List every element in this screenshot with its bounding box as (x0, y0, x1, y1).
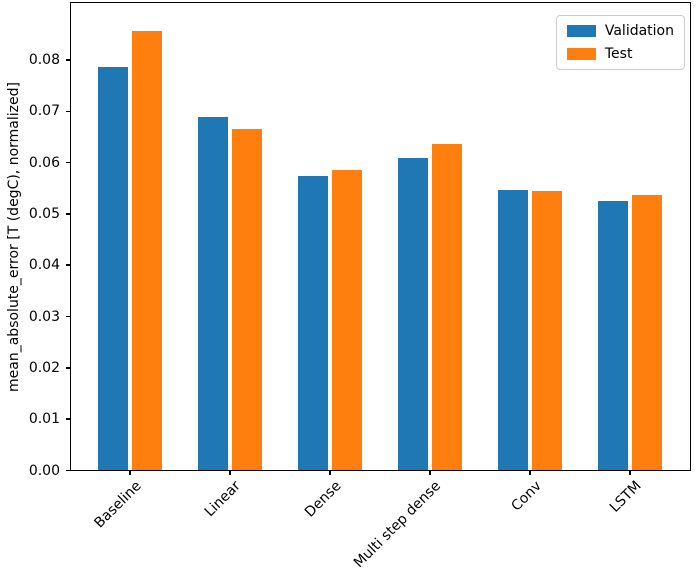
bar-test-dense (331, 170, 362, 470)
bar-validation-linear (197, 116, 228, 470)
x-tick-mark (129, 470, 131, 475)
bar-validation-dense (297, 175, 328, 470)
x-tick-mark (629, 470, 631, 475)
y-tick-label: 0.07 (28, 103, 60, 120)
y-tick-mark (66, 264, 70, 266)
bar-validation-lstm (597, 200, 628, 470)
bar-validation-multi-step-dense (397, 157, 428, 470)
legend: Validation Test (555, 15, 685, 70)
y-tick-mark (66, 213, 70, 215)
x-tick-mark (329, 470, 331, 475)
y-tick-label: 0.05 (28, 205, 60, 222)
x-tick-label-conv: Conv (507, 478, 545, 515)
x-tick-label-lstm: LSTM (606, 478, 645, 516)
x-tick-mark (229, 470, 231, 475)
y-tick-mark (66, 59, 70, 61)
legend-item-test: Test (566, 46, 674, 62)
bar-test-lstm (631, 195, 662, 470)
y-tick-label: 0.04 (28, 257, 60, 274)
y-axis-label: mean_absolute_error [T (degC), normalize… (6, 82, 22, 392)
x-tick-label-linear: Linear (202, 478, 245, 521)
y-tick-mark (66, 161, 70, 164)
x-tick-label-baseline: Baseline (91, 478, 145, 532)
legend-swatch-validation-icon (566, 25, 596, 37)
x-tick-label-multi-step-dense: Multi step dense (351, 478, 445, 572)
y-tick-label: 0.01 (28, 411, 60, 428)
plot-area (70, 2, 691, 471)
y-tick-mark (66, 418, 70, 420)
y-tick-label: 0.00 (28, 462, 60, 479)
y-tick-label: 0.08 (28, 51, 60, 68)
y-tick-label: 0.02 (28, 359, 60, 376)
legend-label-test: Test (604, 46, 633, 62)
y-tick-label: 0.03 (28, 308, 60, 325)
bar-test-linear (231, 129, 262, 470)
bar-validation-baseline (97, 67, 128, 470)
legend-swatch-test-icon (566, 48, 596, 60)
y-tick-mark (66, 315, 70, 318)
legend-item-validation: Validation (566, 23, 674, 39)
y-tick-mark (66, 367, 70, 369)
legend-label-validation: Validation (604, 23, 674, 39)
bar-test-conv (531, 191, 562, 470)
bar-validation-conv (497, 190, 528, 470)
bar-test-multi-step-dense (431, 144, 462, 470)
x-tick-mark (529, 470, 531, 475)
bar-test-baseline (131, 31, 162, 470)
y-tick-mark (66, 110, 70, 113)
x-tick-mark (429, 470, 431, 475)
x-tick-label-dense: Dense (301, 478, 345, 521)
y-tick-mark (66, 469, 70, 472)
y-tick-label: 0.06 (28, 154, 60, 171)
